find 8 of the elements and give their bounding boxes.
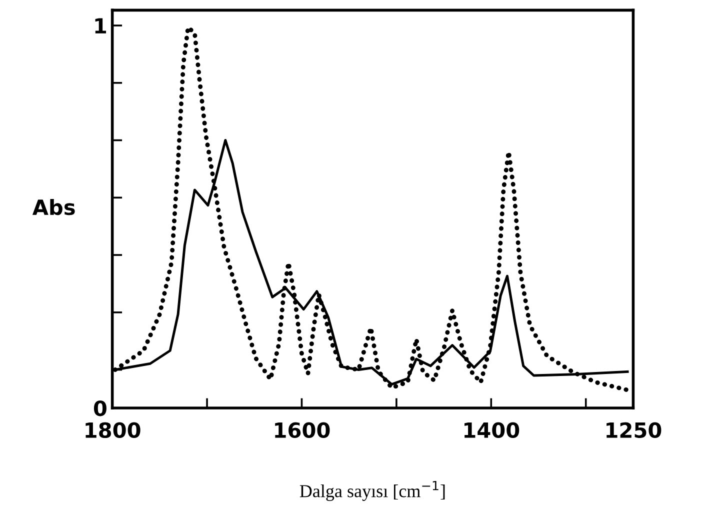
x-tick-label: 1250 xyxy=(606,422,662,438)
x-axis-title: Dalga sayısı [cm$^{−1}$] xyxy=(300,480,445,501)
y-tick-label: 1 xyxy=(95,18,106,34)
x-tick-label: 1400 xyxy=(464,422,520,438)
y-axis-title: Abs xyxy=(32,199,75,216)
x-tick-label: 1800 xyxy=(86,422,140,438)
x-tick-label: 1600 xyxy=(275,422,330,438)
y-tick-label: 0 xyxy=(94,400,106,416)
